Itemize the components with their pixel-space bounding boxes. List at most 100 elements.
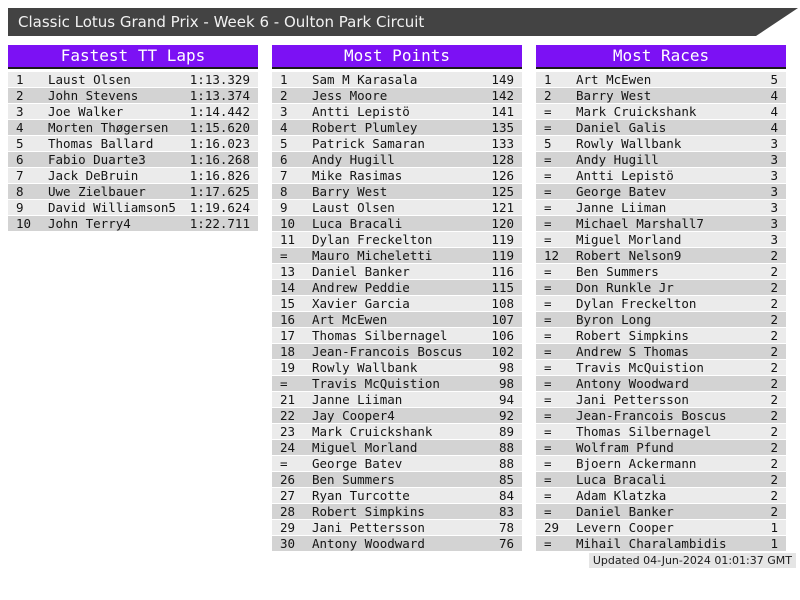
rank-cell: = (544, 280, 552, 295)
rank-cell: 27 (280, 488, 296, 503)
driver-name-cell: Thomas Silbernagel (312, 328, 448, 343)
rank-cell: = (280, 248, 288, 263)
rank-cell: 19 (280, 360, 296, 375)
driver-name-cell: Luca Bracali (312, 216, 403, 231)
driver-name-cell: Andy Hugill (312, 152, 395, 167)
value-cell: 85 (498, 472, 514, 487)
table-row: = Janne Liiman 3 (536, 200, 786, 215)
value-cell: 2 (770, 488, 778, 503)
driver-name-cell: Luca Bracali (576, 472, 667, 487)
value-cell: 98 (498, 360, 514, 375)
table-row: 30 Antony Woodward 76 (272, 536, 522, 551)
rank-cell: = (544, 472, 552, 487)
table-row: = Antti Lepistö 3 (536, 168, 786, 183)
table-row: 29 Jani Pettersson 78 (272, 520, 522, 535)
table-row: = Don Runkle Jr 2 (536, 280, 786, 295)
table-row: 2 Barry West 4 (536, 88, 786, 103)
value-cell: 2 (770, 472, 778, 487)
table-row: = Thomas Silbernagel 2 (536, 424, 786, 439)
rank-cell: = (544, 296, 552, 311)
table-row: = Ben Summers 2 (536, 264, 786, 279)
rank-cell: = (544, 360, 552, 375)
driver-name-cell: Mark Cruickshank (576, 104, 697, 119)
value-cell: 94 (498, 392, 514, 407)
driver-name-cell: Thomas Ballard (48, 136, 154, 151)
driver-name-cell: David Williamson5 (48, 200, 176, 215)
driver-name-cell: Adam Klatzka (576, 488, 667, 503)
rank-cell: = (544, 440, 552, 455)
value-cell: 119 (491, 232, 514, 247)
rank-cell: 15 (280, 296, 296, 311)
table-row: = Bjoern Ackermann 2 (536, 456, 786, 471)
driver-name-cell: Antti Lepistö (312, 104, 410, 119)
table-row: 24 Miguel Morland 88 (272, 440, 522, 455)
rank-cell: 12 (544, 248, 560, 263)
driver-name-cell: Dylan Freckelton (312, 232, 433, 247)
driver-name-cell: Jani Pettersson (576, 392, 689, 407)
driver-name-cell: Jess Moore (312, 88, 388, 103)
table-row: 1 Laust Olsen 1:13.329 (8, 72, 258, 87)
value-cell: 88 (498, 456, 514, 471)
driver-name-cell: Art McEwen (576, 72, 652, 87)
value-cell: 2 (770, 344, 778, 359)
driver-name-cell: Laust Olsen (48, 72, 131, 87)
value-cell: 2 (770, 248, 778, 263)
driver-name-cell: Ben Summers (312, 472, 395, 487)
driver-name-cell: Daniel Banker (576, 504, 674, 519)
rank-cell: = (544, 344, 552, 359)
driver-name-cell: Robert Plumley (312, 120, 418, 135)
driver-name-cell: Patrick Samaran (312, 136, 425, 151)
board-rows-most-points: 1 Sam M Karasala 149 2 Jess Moore 142 3 Antti L… (272, 72, 522, 551)
table-row: 15 Xavier Garcia 108 (272, 296, 522, 311)
value-cell: 3 (770, 216, 778, 231)
value-cell: 115 (491, 280, 514, 295)
driver-name-cell: Barry West (312, 184, 388, 199)
driver-name-cell: Ben Summers (576, 264, 659, 279)
rank-cell: = (544, 424, 552, 439)
board-most-races: Most Races 1 Art McEwen 5 2 Barry West 4 = Mark… (536, 45, 786, 552)
rank-cell: 1 (544, 72, 552, 87)
table-row: 13 Daniel Banker 116 (272, 264, 522, 279)
value-cell: 4 (770, 88, 778, 103)
table-row: 29 Levern Cooper 1 (536, 520, 786, 535)
board-fastest-tt-laps: Fastest TT Laps 1 Laust Olsen 1:13.329 2 Joh… (8, 45, 258, 552)
leaderboards-container: Fastest TT Laps 1 Laust Olsen 1:13.329 2 Joh… (8, 45, 800, 552)
rank-cell: 10 (16, 216, 32, 231)
driver-name-cell: Mihail Charalambidis (576, 536, 727, 551)
table-row: 5 Rowly Wallbank 3 (536, 136, 786, 151)
value-cell: 3 (770, 136, 778, 151)
value-cell: 106 (491, 328, 514, 343)
value-cell: 121 (491, 200, 514, 215)
driver-name-cell: Mauro Micheletti (312, 248, 433, 263)
table-row: 27 Ryan Turcotte 84 (272, 488, 522, 503)
rank-cell: 2 (280, 88, 288, 103)
page-title: Classic Lotus Grand Prix - Week 6 - Oult… (18, 13, 425, 31)
value-cell: 88 (498, 440, 514, 455)
rank-cell: = (280, 376, 288, 391)
table-row: 26 Ben Summers 85 (272, 472, 522, 487)
table-row: 22 Jay Cooper4 92 (272, 408, 522, 423)
rank-cell: = (544, 232, 552, 247)
rank-cell: 17 (280, 328, 296, 343)
rank-cell: = (544, 536, 552, 551)
table-row: = Luca Bracali 2 (536, 472, 786, 487)
rank-cell: = (544, 168, 552, 183)
rank-cell: 2 (16, 88, 24, 103)
table-row: 21 Janne Liiman 94 (272, 392, 522, 407)
value-cell: 78 (498, 520, 514, 535)
value-cell: 2 (770, 360, 778, 375)
rank-cell: = (544, 392, 552, 407)
table-row: 2 Jess Moore 142 (272, 88, 522, 103)
rank-cell: 24 (280, 440, 296, 455)
table-row: = Travis McQuistion 98 (272, 376, 522, 391)
driver-name-cell: Mark Cruickshank (312, 424, 433, 439)
value-cell: 2 (770, 328, 778, 343)
value-cell: 1:16.268 (189, 152, 250, 167)
table-row: 6 Fabio Duarte3 1:16.268 (8, 152, 258, 167)
board-rows-most-races: 1 Art McEwen 5 2 Barry West 4 = Mark Cruickshan… (536, 72, 786, 551)
rank-cell: = (544, 120, 552, 135)
board-title-most-points: Most Points (272, 45, 522, 69)
table-row: = Miguel Morland 3 (536, 232, 786, 247)
driver-name-cell: Laust Olsen (312, 200, 395, 215)
rank-cell: 23 (280, 424, 296, 439)
